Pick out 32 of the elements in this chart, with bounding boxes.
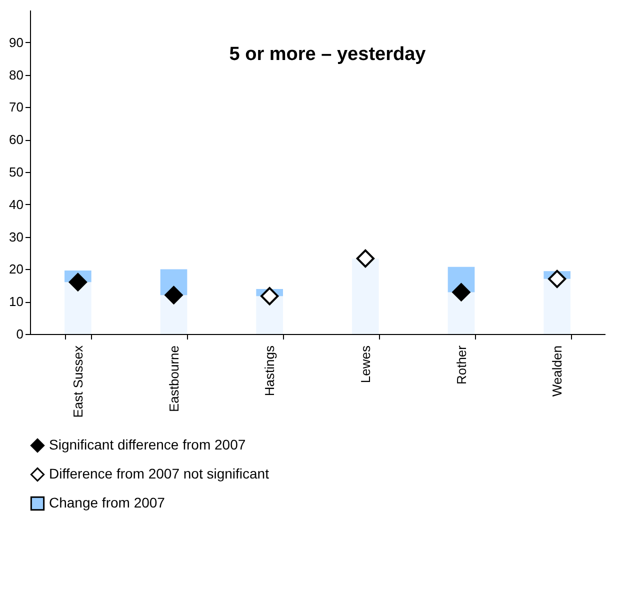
legend-label: Change from 2007 [49,494,166,510]
legend-label: Difference from 2007 not significant [49,466,270,482]
point [452,283,470,302]
point [68,273,87,292]
y-tick-label: 0 [16,326,24,342]
y-tick-label: 10 [9,294,24,310]
bar [544,278,570,334]
legend-label: Significant difference from 2007 [49,436,246,452]
y-tick-label: 80 [9,67,24,82]
y-tick-label: 70 [9,100,24,115]
y-tick-label: 60 [9,132,24,148]
y-tick-label: 20 [9,262,24,277]
point [548,270,566,288]
point [164,286,183,304]
bar [160,295,188,334]
bar [352,258,379,334]
point [260,287,279,306]
y-tick-label: 30 [9,229,24,244]
bar [64,282,92,334]
y-tick-label: 50 [9,164,24,180]
x-tick-label: Lewes [358,345,373,384]
text: 5 or more – yesterday [229,44,426,65]
x-tick-label: Rother [454,344,469,385]
bar [256,296,283,334]
x-tick-label: Wealden [550,346,565,397]
x-tick-label: Eastbourne [166,346,182,412]
y-tick-label: 40 [9,196,24,212]
x-tick-label: Hastings [262,345,278,396]
bar [448,292,475,334]
point [356,249,374,268]
x-tick-label: East Sussex [70,345,86,418]
y-tick-label: 90 [9,34,24,50]
